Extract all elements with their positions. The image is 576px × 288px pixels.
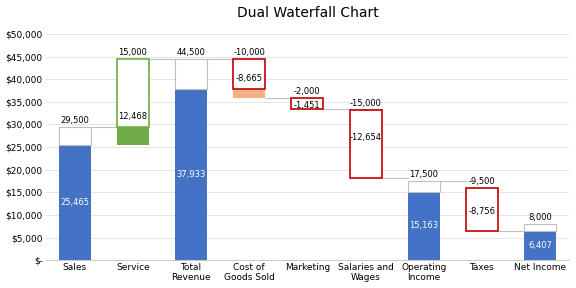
Bar [524, 231, 556, 260]
Bar [408, 181, 439, 192]
Text: 8,000: 8,000 [528, 213, 552, 222]
Bar [524, 224, 556, 231]
Text: 44,500: 44,500 [177, 48, 206, 57]
Text: -15,000: -15,000 [350, 99, 381, 108]
Bar [408, 192, 439, 260]
Text: 29,500: 29,500 [60, 116, 89, 125]
Bar [466, 192, 498, 231]
Bar [117, 89, 149, 145]
Text: 37,933: 37,933 [176, 170, 206, 179]
Title: Dual Waterfall Chart: Dual Waterfall Chart [237, 5, 378, 20]
Bar [350, 109, 381, 166]
Bar [233, 59, 265, 98]
Text: -8,665: -8,665 [236, 74, 263, 83]
Text: 12,468: 12,468 [118, 112, 147, 121]
Bar [233, 59, 265, 89]
Text: 25,465: 25,465 [60, 198, 89, 207]
Bar [350, 110, 381, 178]
Text: 17,500: 17,500 [409, 170, 438, 179]
Bar [117, 59, 149, 127]
Text: 15,000: 15,000 [119, 48, 147, 57]
Text: -8,756: -8,756 [468, 207, 495, 216]
Text: -2,000: -2,000 [294, 87, 321, 96]
Bar [291, 98, 323, 109]
Text: 15,163: 15,163 [409, 221, 438, 230]
Bar [175, 59, 207, 89]
Bar [59, 127, 90, 145]
Text: 6,407: 6,407 [528, 241, 552, 250]
Text: -1,451: -1,451 [294, 101, 321, 110]
Bar [291, 103, 323, 109]
Text: -9,500: -9,500 [469, 177, 495, 186]
Bar [175, 89, 207, 260]
Text: -12,654: -12,654 [350, 133, 381, 142]
Bar [59, 145, 90, 260]
Bar [466, 188, 498, 231]
Text: -10,000: -10,000 [233, 48, 265, 57]
